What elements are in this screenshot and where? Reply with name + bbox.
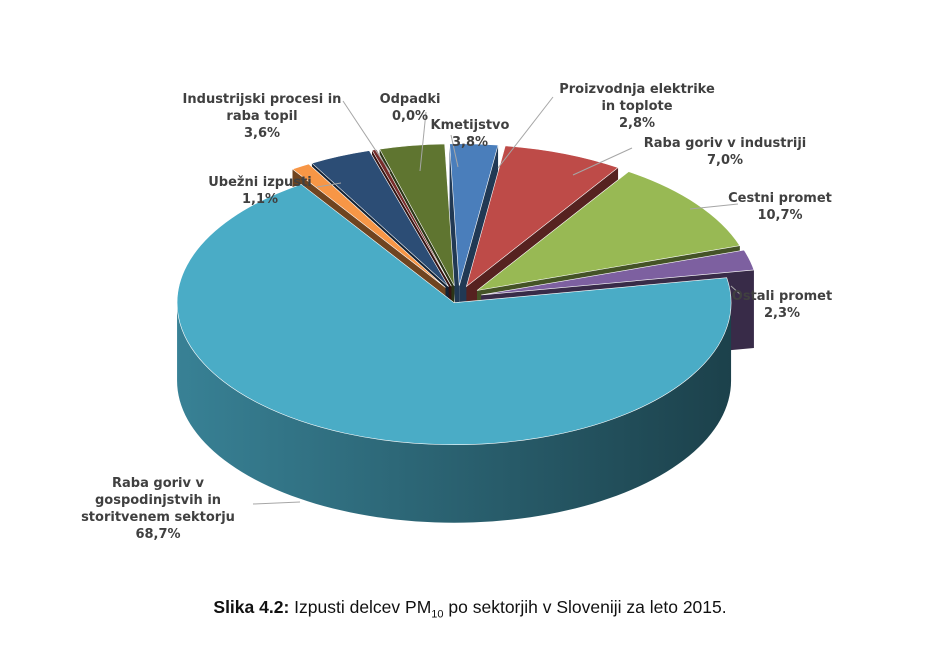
pie-slice-8 [379, 143, 455, 286]
slice-value-label: 10,7% [757, 208, 802, 223]
slice-label: Cestni promet 10,7% [728, 191, 832, 223]
slice-value-label: 2,8% [619, 116, 655, 131]
slice-value-label: 0,0% [392, 109, 428, 124]
slice-name-label: Raba goriv v [112, 476, 204, 491]
slice-name-label: Kmetijstvo [431, 118, 510, 133]
pie-slice-7 [371, 149, 452, 287]
pie-tops [176, 143, 755, 446]
slice-value-label: 3,8% [452, 135, 488, 150]
slice-name-label: storitvenem sektorju [81, 510, 235, 525]
slice-name-label: gospodinjstvih in [95, 493, 221, 508]
slice-label: Ostali promet 2,3% [732, 289, 832, 321]
slice-labels: Proizvodnja elektrike in toplote 2,8% Raba … [81, 82, 832, 542]
slice-name-label: Raba goriv v industriji [644, 136, 807, 151]
pie-slice-2 [476, 171, 741, 291]
leader-line [252, 501, 301, 505]
slice-name-label: Ostali promet [732, 289, 832, 304]
slice-label: Proizvodnja elektrike in toplote 2,8% [559, 82, 715, 131]
slice-name-label: Industrijski procesi in [183, 92, 342, 107]
slice-value-label: 3,6% [244, 126, 280, 141]
caption-prefix: Slika 4.2: [213, 597, 290, 617]
pie-slice-4 [176, 183, 732, 446]
pie-slice-6 [311, 150, 449, 287]
slice-label: Odpadki 0,0% [380, 92, 441, 124]
caption-subscript: 10 [431, 608, 444, 621]
leader-line [419, 111, 427, 172]
pie-slice-1 [465, 145, 619, 288]
slice-label: Raba goriv v gospodinjstvih in storitvenem… [81, 476, 235, 542]
slice-name-label: Odpadki [380, 92, 441, 107]
slice-outer-wall [177, 302, 732, 523]
slice-name-label: raba topil [226, 109, 297, 124]
slice-value-label: 68,7% [135, 527, 180, 542]
slice-value-label: 1,1% [242, 192, 278, 207]
pie-chart: Proizvodnja elektrike in toplote 2,8% Raba … [81, 82, 832, 542]
slice-name-label: in toplote [601, 99, 672, 114]
pie-slice-3 [481, 249, 755, 296]
slice-name-label: Cestni promet [728, 191, 832, 206]
leader-lines [252, 96, 742, 505]
leader-line [497, 96, 554, 169]
leader-line [572, 147, 633, 176]
slice-value-label: 2,3% [764, 306, 800, 321]
leader-line [316, 182, 342, 188]
leader-line [689, 203, 739, 210]
slice-name-label: Proizvodnja elektrike [559, 82, 715, 97]
slice-name-label: Ubežni izpusti [208, 175, 311, 190]
slice-label: Raba goriv v industriji 7,0% [644, 136, 807, 168]
pie-slice-0 [449, 143, 499, 286]
slice-value-label: 7,0% [707, 153, 743, 168]
slice-label: Ubežni izpusti 1,1% [208, 175, 311, 207]
pie-slice-5 [291, 163, 446, 288]
figure-caption: Slika 4.2: Izpusti delcev PM10 po sektor… [0, 597, 940, 621]
caption-text: Izpusti delcev PM [289, 597, 432, 617]
slice-label: Kmetijstvo 3,8% [431, 118, 510, 150]
slice-label: Industrijski procesi in raba topil 3,6% [183, 92, 342, 141]
caption-text-end: po sektorjih v Sloveniji za leto 2015. [443, 597, 727, 617]
leader-line [730, 285, 742, 296]
leader-line [450, 134, 459, 168]
leader-line [342, 100, 391, 173]
